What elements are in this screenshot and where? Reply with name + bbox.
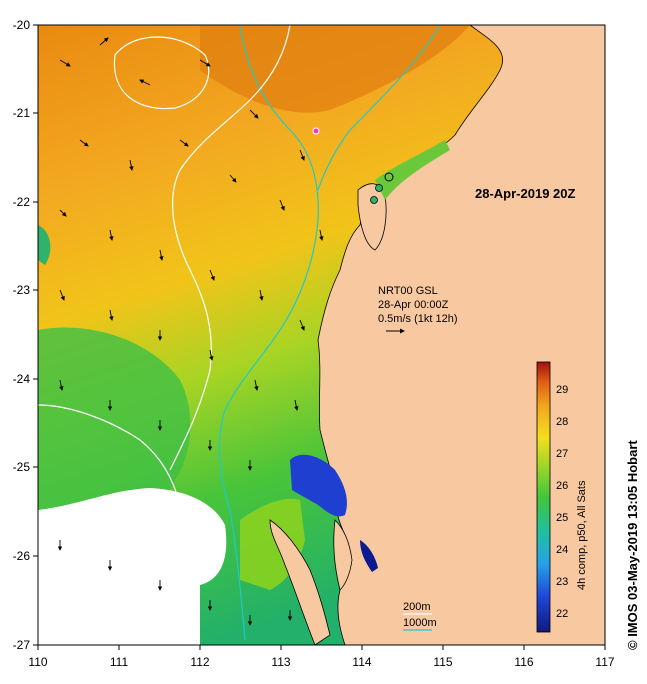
pink-station-marker[interactable] (312, 127, 320, 135)
cold-water-shark-bay (290, 454, 347, 517)
x-tick-label: 110 (28, 655, 47, 669)
model-time-label: 28-Apr 00:00Z (378, 299, 449, 311)
colorbar-tick: 25 (556, 512, 568, 524)
model-label: NRT00 GSL (378, 285, 438, 297)
land-dirk-hartog-island (269, 519, 331, 645)
y-tick-label: -21 (13, 106, 31, 120)
open-station-marker[interactable] (384, 172, 394, 182)
x-tick-label: 116 (514, 655, 533, 669)
contour-200m-line-north (317, 25, 441, 191)
land-peron-peninsula (333, 519, 353, 591)
colorbar-tick: 26 (556, 480, 568, 492)
y-tick-label: -25 (13, 460, 31, 474)
no-data-area-south-west (38, 488, 227, 645)
map-frame (37, 24, 606, 646)
land-north-west-cape (357, 183, 387, 251)
green-water-patch (38, 327, 191, 510)
y-tick-label: -27 (13, 638, 31, 652)
colorbar: 22 23 24 25 26 27 28 29 4h comp, p50, Al… (536, 361, 588, 633)
x-tick-label: 111 (110, 655, 129, 669)
y-tick-label: -22 (13, 195, 31, 209)
x-tick-label: 114 (352, 655, 371, 669)
coastal-green-strip (375, 140, 450, 200)
colorbar-tick: 28 (556, 416, 568, 428)
y-tick-label: -20 (13, 18, 31, 32)
contour-legend-200m: 200m (403, 601, 431, 613)
contour-200m-line (218, 25, 319, 641)
current-vector-field (57, 37, 324, 626)
contour-1000m-line-south (38, 404, 181, 506)
colorbar-gradient (536, 361, 551, 633)
x-tick-label: 112 (190, 655, 209, 669)
contour-1000m-line (169, 25, 291, 471)
date-label: 28-Apr-2019 20Z (475, 186, 575, 201)
y-tick-label: -23 (13, 283, 31, 297)
colorbar-tick: 27 (556, 448, 568, 460)
y-tick-label: -24 (13, 372, 31, 386)
x-tick-label: 113 (271, 655, 290, 669)
vector-scale-label: 0.5m/s (1kt 12h) (378, 313, 457, 325)
x-tick-label: 115 (433, 655, 452, 669)
contour-legend-1000m: 1000m (403, 617, 437, 629)
colorbar-tick: 29 (556, 384, 568, 396)
x-tick-label: 117 (595, 655, 614, 669)
y-tick-label: -26 (13, 549, 31, 563)
warm-water-patch (200, 25, 470, 113)
y-axis: -20 -21 -22 -23 -24 -25 -26 -27 (13, 18, 38, 652)
cool-water-patch-north (38, 225, 51, 265)
colorbar-tick: 23 (556, 576, 568, 588)
green-station-marker-1[interactable] (375, 184, 383, 192)
credit-text: © IMOS 03-May-2019 13:05 Hobart (625, 440, 640, 650)
map-plot-area (38, 25, 605, 645)
cold-water-inner-bay (360, 540, 378, 572)
contour-1000m-eddy (113, 36, 210, 110)
colorbar-tick: 22 (556, 608, 568, 620)
green-station-marker-2[interactable] (370, 196, 378, 204)
colorbar-title: 4h comp, p50, All Sats (576, 480, 588, 590)
x-axis: 110 111 112 113 114 115 116 117 (28, 645, 615, 669)
colorbar-tick: 24 (556, 544, 568, 556)
